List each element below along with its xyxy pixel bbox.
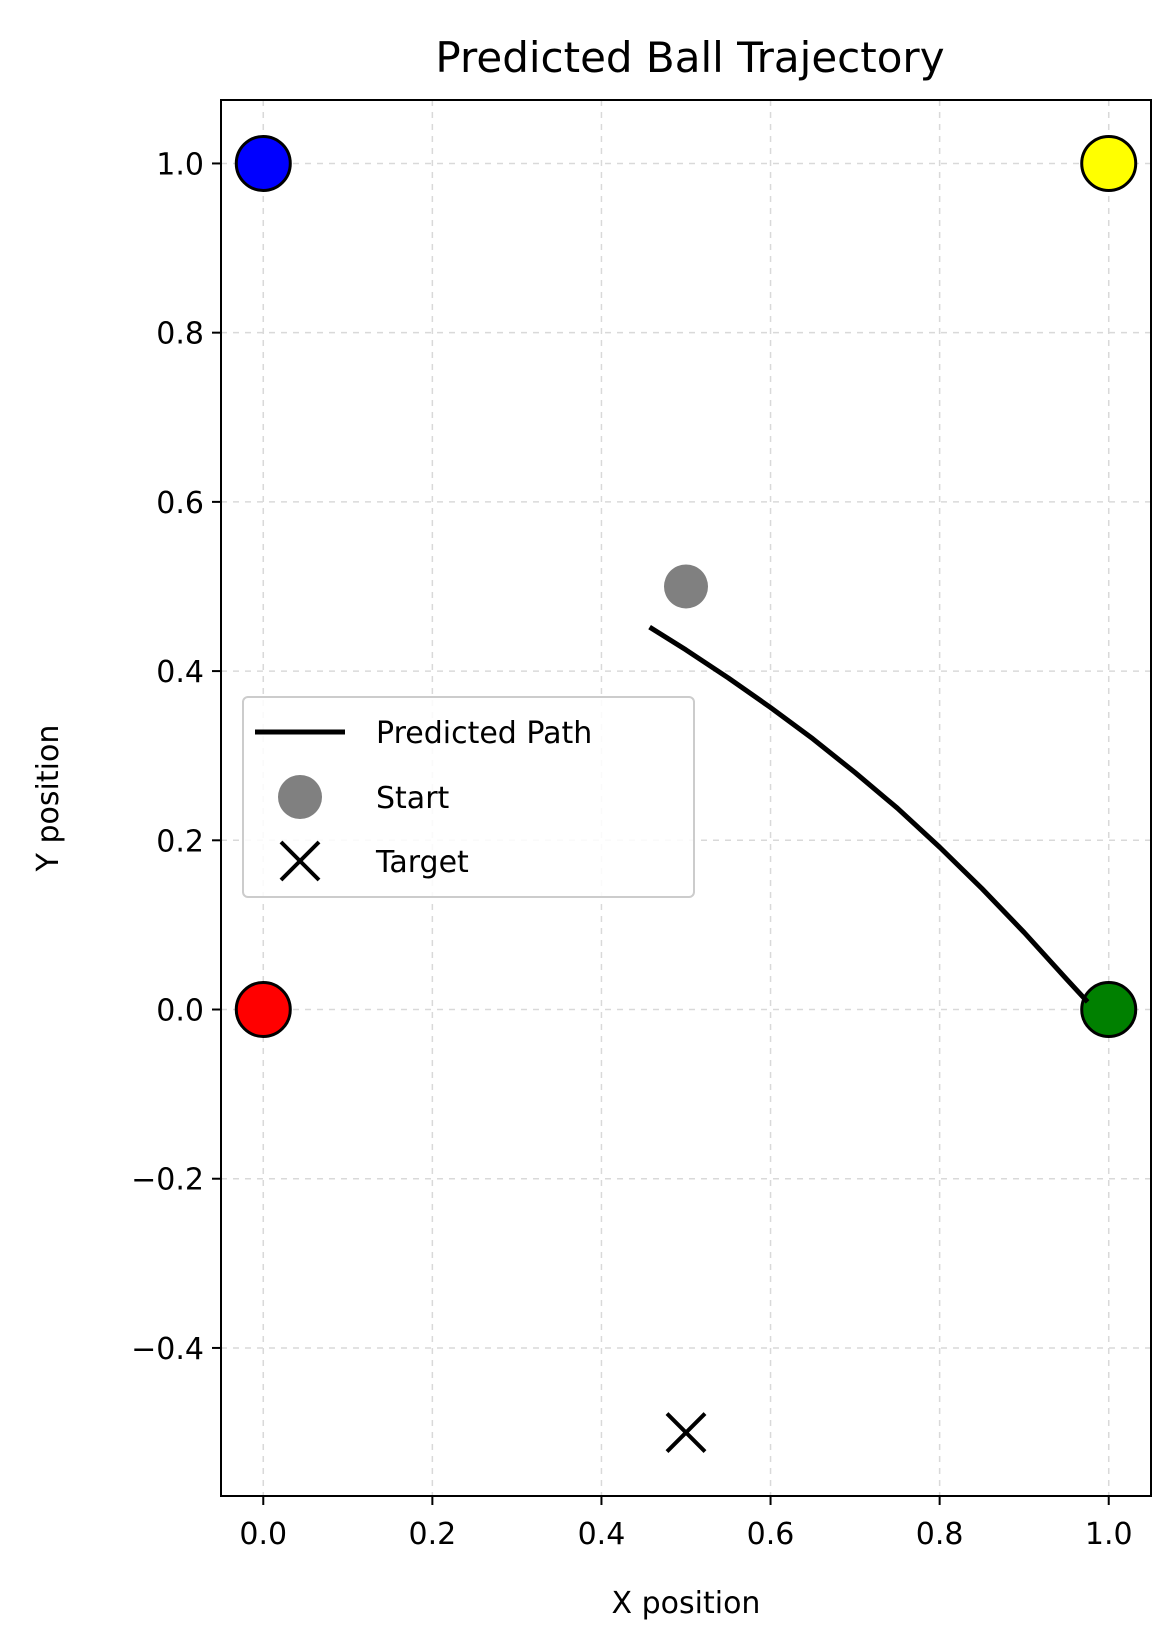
- target-stroke: [665, 1412, 707, 1453]
- x-tick-label: 1.0: [1085, 1517, 1133, 1552]
- y-tick-label: 0.8: [156, 317, 204, 352]
- x-tick-label: 0.4: [578, 1517, 626, 1552]
- x-tick-label: 0.6: [747, 1517, 795, 1552]
- x-axis-label: X position: [612, 1586, 761, 1621]
- target-marker: [665, 1412, 707, 1453]
- x-tick-label: 0.2: [409, 1517, 457, 1552]
- corner-point: [234, 981, 292, 1039]
- legend-start-swatch: [278, 775, 322, 819]
- corner-point: [1080, 134, 1138, 192]
- legend-label-target: Target: [375, 845, 469, 880]
- start-point: [664, 564, 708, 609]
- y-tick-label: 0.0: [156, 994, 204, 1029]
- plot-area: [234, 134, 1138, 1453]
- y-tick-label: 0.4: [156, 655, 204, 690]
- chart-title: Predicted Ball Trajectory: [435, 33, 944, 82]
- y-tick-label: −0.4: [131, 1332, 204, 1367]
- legend: Predicted Path Start Target: [242, 696, 695, 898]
- legend-box: [242, 696, 695, 898]
- y-axis-label: Y position: [31, 725, 66, 873]
- predicted-path-line: [648, 624, 1090, 1004]
- plot-frame: [220, 99, 1152, 1497]
- corner-point: [1080, 981, 1138, 1039]
- corner-point: [234, 134, 292, 192]
- legend-label-start: Start: [376, 781, 450, 816]
- y-tick-label: 0.2: [156, 824, 204, 859]
- y-tick-label: 0.6: [156, 486, 204, 521]
- x-tick-label: 0.0: [239, 1517, 287, 1552]
- legend-target-swatch: [279, 840, 321, 882]
- axis-ticks: 0.0 0.2 0.4 0.6 0.8 1.0 −0.4 −0.2 0.0 0.2 0.4 0.6 0.…: [131, 147, 1132, 1552]
- y-tick-label: −0.2: [131, 1163, 204, 1198]
- x-tick-label: 0.8: [916, 1517, 964, 1552]
- legend-label-predicted-path: Predicted Path: [376, 716, 592, 751]
- y-tick-label: 1.0: [156, 147, 204, 182]
